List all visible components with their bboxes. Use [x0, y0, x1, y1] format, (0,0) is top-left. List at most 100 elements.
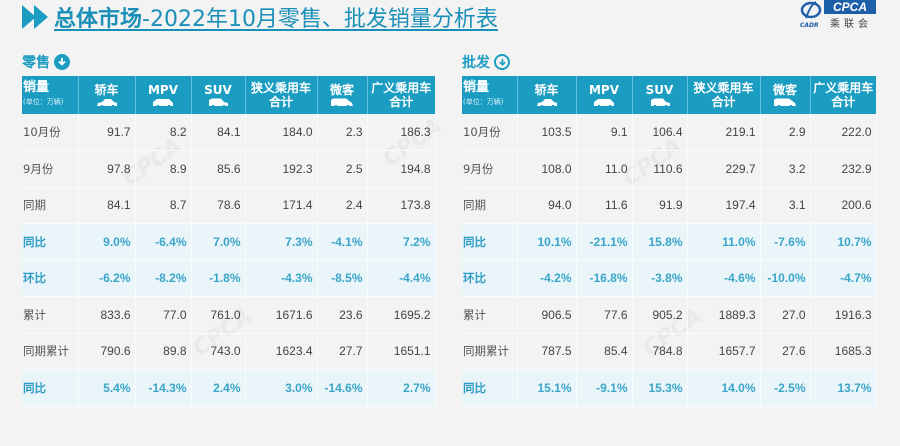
header-text: 广义乘用车: [371, 81, 432, 95]
table-cell: -4.7%: [810, 260, 877, 297]
header-text: 销量: [23, 80, 50, 95]
table-cell: 9.0%: [78, 223, 136, 261]
table-cell: 194.8: [367, 150, 436, 188]
wholesale-table: 销量 (单位：万辆) 轿车 MPV SUV 狭义乘用车 合计 微客: [462, 76, 877, 407]
table-header-row: 销量 (单位：万辆) 轿车 MPV SUV 狭义乘用车 合计 微客: [22, 76, 435, 114]
row-label: 同期: [22, 187, 79, 224]
table-cell: 77.0: [135, 296, 192, 334]
table-cell: 3.0%: [245, 369, 318, 407]
table-cell: 11.6: [576, 187, 633, 224]
table-cell: 91.7: [78, 114, 136, 151]
table-row: 同期 84.1 8.7 78.6 171.4 2.4 173.8: [22, 187, 436, 224]
table-cell: 200.6: [810, 187, 877, 224]
header-text: MPV: [147, 82, 179, 97]
table-cell: -8.2%: [135, 260, 192, 297]
double-chevron-right-icon: [22, 5, 48, 29]
wholesale-label: 批发: [462, 55, 490, 71]
table-row: 累计 906.5 77.6 905.2 1889.3 27.0 1916.3: [462, 296, 877, 334]
header-text: 合计: [711, 95, 736, 109]
table-cell: 790.6: [78, 333, 136, 370]
table-cell: 15.8%: [632, 223, 688, 261]
download-circle-icon[interactable]: [494, 54, 510, 70]
table-cell: 906.5: [517, 296, 577, 334]
page-title-rest: -2022年10月零售、批发销量分析表: [142, 7, 498, 32]
table-cell: 27.7: [317, 333, 368, 370]
table-cell: 787.5: [517, 333, 577, 370]
row-label: 同比: [462, 369, 518, 407]
header-text: 狭义乘用车: [250, 81, 311, 95]
table-cell: 1889.3: [687, 296, 761, 334]
header-broad-total: 广义乘用车 合计: [810, 76, 876, 114]
table-cell: 743.0: [191, 333, 246, 370]
logo-sub: CADR: [800, 22, 819, 29]
table-cell: 833.6: [78, 296, 136, 334]
table-cell: 229.7: [687, 150, 761, 188]
table-cell: -4.3%: [245, 260, 318, 297]
retail-label: 零售: [22, 55, 50, 71]
table-cell: 2.4: [317, 187, 368, 224]
table-cell: -14.3%: [135, 369, 192, 407]
table-row: 9月份 108.0 11.0 110.6 229.7 3.2 232.9: [462, 150, 877, 188]
table-cell: 1695.2: [367, 296, 436, 334]
table-cell: 14.0%: [687, 369, 761, 407]
table-cell: -4.1%: [317, 223, 368, 261]
minivan-icon: [331, 98, 353, 108]
table-cell: 77.6: [576, 296, 633, 334]
table-cell: 2.4%: [191, 369, 246, 407]
header-text: SUV: [204, 82, 232, 97]
table-cell: 171.4: [245, 187, 318, 224]
header-text: (单位：万辆): [463, 98, 504, 106]
download-circle-icon[interactable]: [54, 54, 70, 70]
table-row-mom: 环比 -6.2% -8.2% -1.8% -4.3% -8.5% -4.4%: [22, 260, 436, 297]
table-cell: 10.7%: [810, 223, 877, 261]
table-cell: 8.9: [135, 150, 192, 188]
header-text: 广义乘用车: [813, 81, 874, 95]
row-label: 10月份: [22, 114, 79, 151]
header-label-cell: 销量 (单位：万辆): [22, 76, 79, 114]
table-header-row: 销量 (单位：万辆) 轿车 MPV SUV 狭义乘用车 合计 微客: [462, 76, 876, 114]
retail-table: 销量 (单位：万辆) 轿车 MPV SUV 狭义乘用车 合计 微客: [22, 76, 436, 407]
table-cell: 5.4%: [78, 369, 136, 407]
table-cell: 1623.4: [245, 333, 318, 370]
header-mpv: MPV: [135, 76, 192, 114]
retail-section-label: 零售: [22, 52, 70, 72]
table-cell: 3.2: [760, 150, 811, 188]
row-label: 同比: [22, 223, 79, 261]
minivan-icon: [774, 98, 796, 108]
table-cell: 13.7%: [810, 369, 877, 407]
table-cell: 232.9: [810, 150, 877, 188]
table-cell: 1685.3: [810, 333, 877, 370]
table-cell: -16.8%: [576, 260, 633, 297]
table-cell: 15.1%: [517, 369, 577, 407]
table-row-mom: 环比 -4.2% -16.8% -3.8% -4.6% -10.0% -4.7%: [462, 260, 877, 297]
table-cell: 7.0%: [191, 223, 246, 261]
table-cell: 97.8: [78, 150, 136, 188]
table-cell: -6.4%: [135, 223, 192, 261]
table-cell: 103.5: [517, 114, 577, 151]
header-text: 狭义乘用车: [693, 81, 754, 95]
table-row-yoy: 同比 10.1% -21.1% 15.8% 11.0% -7.6% 10.7%: [462, 223, 877, 261]
header-text: 合计: [268, 95, 293, 109]
row-label: 9月份: [462, 150, 518, 188]
row-label: 9月份: [22, 150, 79, 188]
table-cell: -9.1%: [576, 369, 633, 407]
row-label: 同期累计: [22, 333, 79, 370]
table-cell: 192.3: [245, 150, 318, 188]
table-cell: 184.0: [245, 114, 318, 151]
table-cell: -10.0%: [760, 260, 811, 297]
table-cell: 23.6: [317, 296, 368, 334]
table-cell: 1657.7: [687, 333, 761, 370]
row-label: 同比: [462, 223, 518, 261]
table-row: 10月份 91.7 8.2 84.1 184.0 2.3 186.3: [22, 114, 436, 151]
cpca-emblem-icon: [800, 1, 822, 19]
table-cell: 10.1%: [517, 223, 577, 261]
table-cell: 3.1: [760, 187, 811, 224]
table-row-yoy: 同比 9.0% -6.4% 7.0% 7.3% -4.1% 7.2%: [22, 223, 436, 261]
header-narrow-total: 狭义乘用车 合计: [245, 76, 318, 114]
table-cell: 106.4: [632, 114, 688, 151]
page-title[interactable]: 总体市场-2022年10月零售、批发销量分析表: [54, 1, 498, 33]
table-cell: 2.3: [317, 114, 368, 151]
table-cell: 94.0: [517, 187, 577, 224]
table-cell: 186.3: [367, 114, 436, 151]
header-text: SUV: [645, 82, 674, 97]
